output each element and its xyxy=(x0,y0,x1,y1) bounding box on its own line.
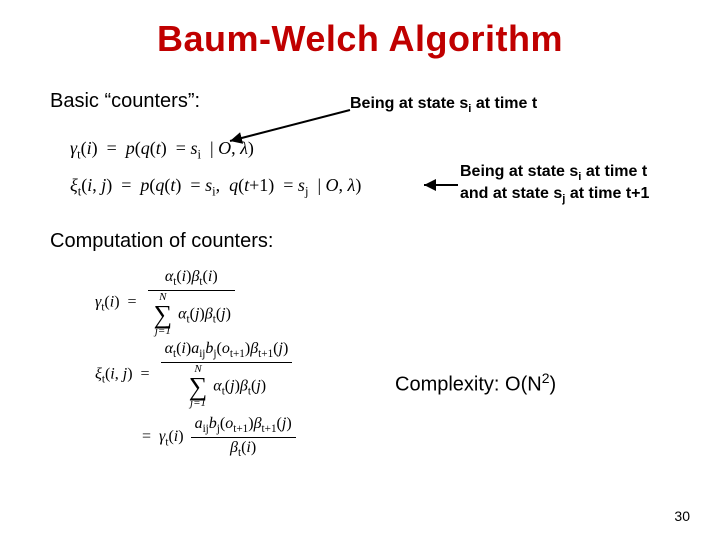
page-number: 30 xyxy=(674,508,690,524)
annotation-xi-line2: and at state sj at time t+1 xyxy=(460,184,649,206)
annotation-xi: Being at state si at time t and at state… xyxy=(460,162,649,206)
formula-xi-comp-frac: ξt(i, j) = αt(i)aijbj(ot+1)βt+1(j) N∑j=1… xyxy=(95,340,295,409)
section-basic-counters: Basic “counters”: xyxy=(50,90,200,113)
annotation-gamma: Being at state si at time t xyxy=(350,94,537,116)
formula-xi-def: ξt(i, j) = p(q(t) = si, q(t+1) = sj | O,… xyxy=(70,175,361,200)
arrow-to-xi xyxy=(420,178,460,192)
formula-xi-comp-gamma: = γt(i) aijbj(ot+1)βt+1(j) βt(i) xyxy=(142,415,299,460)
arrow-to-gamma xyxy=(225,108,355,148)
formula-gamma-comp: γt(i) = αt(i)βt(i) N∑j=1 αt(j)βt(j) xyxy=(95,268,238,337)
slide-title: Baum-Welch Algorithm xyxy=(0,18,720,60)
section-computation: Computation of counters: xyxy=(50,230,273,253)
annotation-xi-line1: Being at state si at time t xyxy=(460,162,649,184)
annotation-gamma-text: Being at state si at time t xyxy=(350,95,537,112)
complexity-label: Complexity: O(N2) xyxy=(395,370,556,397)
